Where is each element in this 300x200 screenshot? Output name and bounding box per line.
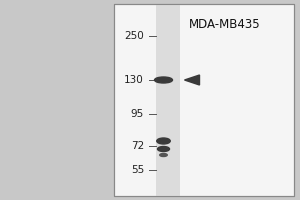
Bar	[156, 4, 180, 196]
Text: 250: 250	[124, 31, 144, 41]
Polygon shape	[184, 75, 200, 85]
Text: MDA-MB435: MDA-MB435	[189, 18, 261, 31]
Ellipse shape	[160, 154, 167, 156]
Text: 55: 55	[131, 165, 144, 175]
Ellipse shape	[157, 138, 170, 144]
Ellipse shape	[158, 146, 169, 152]
Text: 72: 72	[131, 141, 144, 151]
Ellipse shape	[154, 77, 172, 83]
Text: 130: 130	[124, 75, 144, 85]
Bar	[114, 4, 294, 196]
Text: 95: 95	[131, 109, 144, 119]
Bar	[114, 4, 294, 196]
